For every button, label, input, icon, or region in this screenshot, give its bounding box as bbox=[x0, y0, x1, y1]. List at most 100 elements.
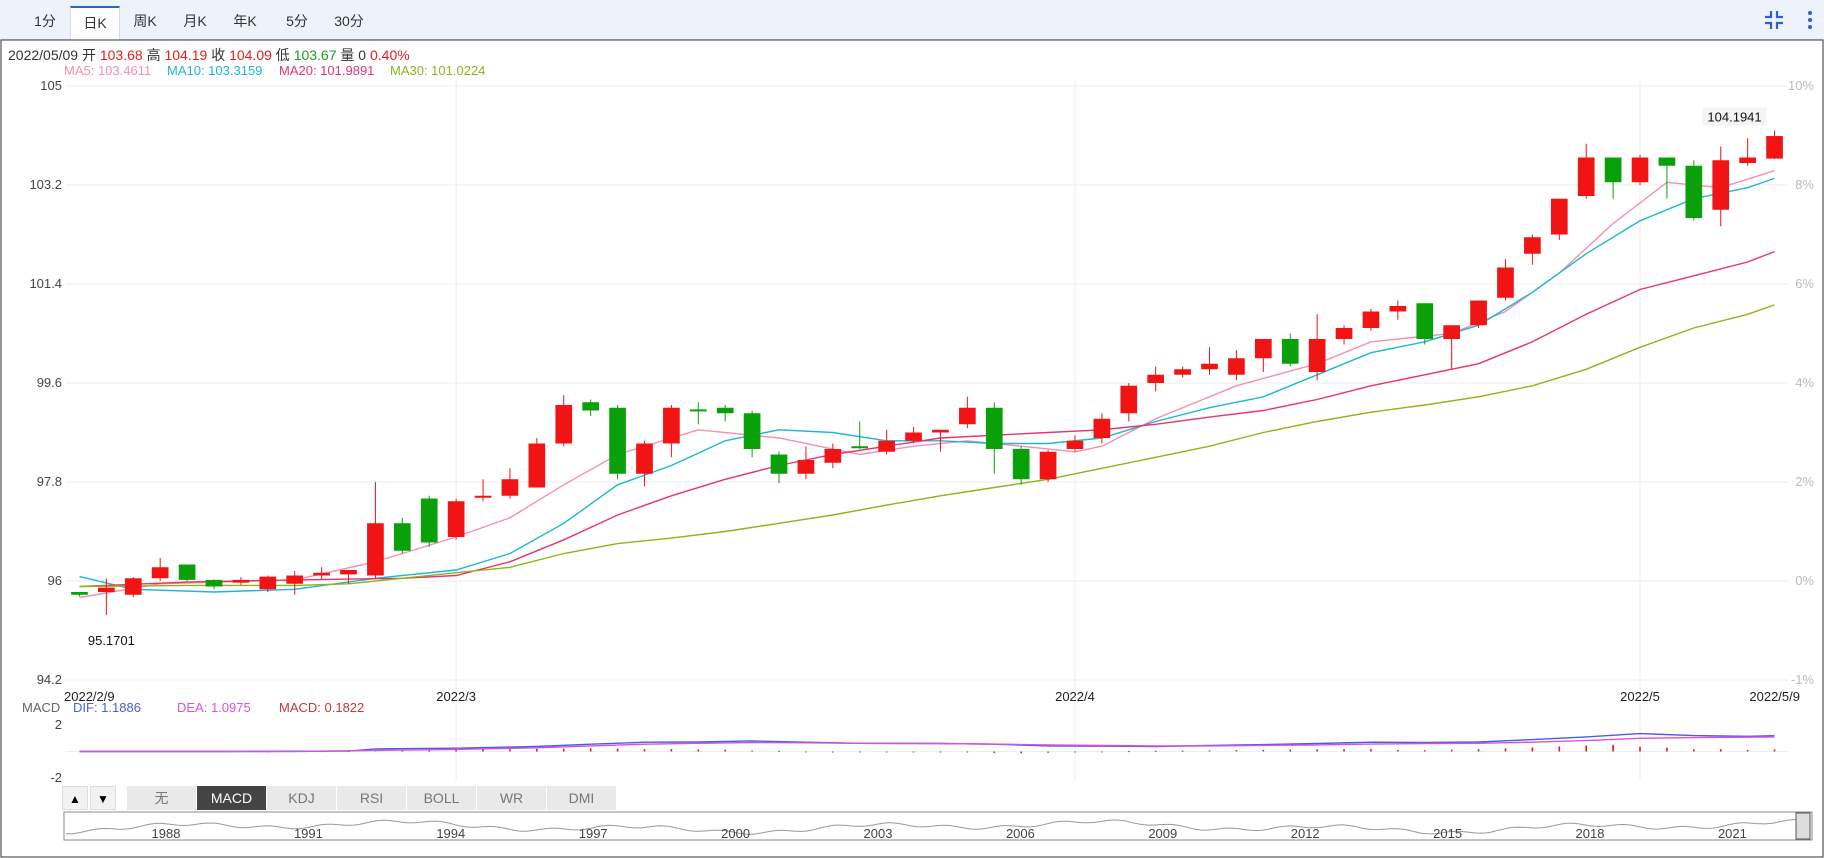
candle-body bbox=[232, 579, 250, 583]
more-vertical-icon[interactable] bbox=[1806, 10, 1814, 30]
indicator-tab-wr[interactable]: WR bbox=[477, 786, 547, 810]
candle bbox=[1604, 157, 1622, 199]
navigator-year-label: 2003 bbox=[864, 826, 893, 841]
navigator-handle[interactable] bbox=[1795, 812, 1811, 840]
candle bbox=[1766, 130, 1783, 160]
candle bbox=[259, 575, 277, 592]
candle bbox=[851, 421, 869, 449]
collapse-up-button[interactable]: ▲ bbox=[62, 786, 88, 810]
indicator-tab-none[interactable]: 无 bbox=[127, 786, 197, 810]
pct-tick-label: 4% bbox=[1795, 375, 1814, 390]
macd-hist-bar bbox=[401, 750, 404, 752]
candle-body bbox=[689, 409, 707, 412]
tab-1min[interactable]: 1分 bbox=[34, 13, 56, 29]
navigator-year-label: 2009 bbox=[1148, 826, 1177, 841]
macd-hist-bar bbox=[1343, 749, 1345, 752]
macd-hist-bar bbox=[455, 749, 457, 752]
indicator-tab-boll[interactable]: BOLL bbox=[407, 786, 477, 810]
candle bbox=[1335, 325, 1353, 345]
tab-5min[interactable]: 5分 bbox=[286, 13, 308, 29]
navigator-year-label: 2012 bbox=[1291, 826, 1320, 841]
candle-body bbox=[1739, 157, 1756, 163]
indicator-tab-dmi[interactable]: DMI bbox=[547, 786, 617, 810]
navigator-year-label: 2018 bbox=[1576, 826, 1605, 841]
macd-hist-bar bbox=[858, 751, 861, 753]
macd-hist-bar bbox=[1074, 751, 1076, 753]
candle bbox=[1658, 157, 1676, 199]
candle bbox=[232, 577, 250, 585]
ma20-label: MA20: 101.9891 bbox=[279, 63, 375, 78]
tab-30min[interactable]: 30分 bbox=[334, 13, 364, 29]
candle-body bbox=[205, 579, 223, 587]
candle bbox=[1497, 259, 1514, 301]
tab-monthly-k[interactable]: 月K bbox=[183, 13, 207, 29]
macd-hist-bar bbox=[428, 749, 431, 752]
candle-body bbox=[151, 567, 169, 579]
x-tick-label: 2022/3 bbox=[436, 689, 476, 704]
candle bbox=[1712, 146, 1730, 227]
ma5-line bbox=[79, 170, 1775, 599]
candle-body bbox=[1416, 303, 1434, 339]
macd-hist-bar bbox=[1289, 749, 1292, 752]
navigator-year-label: 1994 bbox=[436, 826, 465, 841]
pct-tick-label: 10% bbox=[1788, 78, 1814, 93]
indicator-tab-macd[interactable]: MACD bbox=[197, 786, 267, 810]
ma20-line bbox=[79, 250, 1775, 588]
candle bbox=[689, 402, 707, 425]
macd-hist-bar bbox=[1719, 749, 1722, 752]
candle-body bbox=[71, 592, 88, 595]
candle bbox=[420, 495, 438, 547]
candle-body bbox=[1685, 165, 1703, 218]
dea-line bbox=[79, 736, 1775, 753]
candle-body bbox=[340, 570, 357, 575]
candle-body bbox=[1389, 306, 1407, 312]
candle bbox=[501, 468, 519, 499]
candle bbox=[663, 405, 680, 458]
indicator-tab-rsi[interactable]: RSI bbox=[337, 786, 407, 810]
candle-body bbox=[1497, 267, 1514, 298]
macd-dea-label: DEA: 1.0975 bbox=[177, 700, 251, 715]
x-tick-label: 2022/5/9 bbox=[1749, 689, 1800, 704]
macd-hist-bar bbox=[1316, 749, 1318, 752]
candle bbox=[1228, 350, 1245, 381]
candle-body bbox=[1174, 369, 1191, 375]
macd-hist-bar bbox=[1693, 749, 1695, 752]
exit-fullscreen-icon[interactable] bbox=[1764, 10, 1784, 30]
candle bbox=[1362, 308, 1380, 331]
indicator-tab-kdj[interactable]: KDJ bbox=[267, 786, 337, 810]
low-value: 103.67 bbox=[293, 47, 337, 63]
candle-body bbox=[1039, 451, 1057, 480]
ohlc-info-row: 2022/05/09 开 103.68 高 104.19 收 104.09 低 … bbox=[8, 45, 410, 65]
macd-hist-bar bbox=[1450, 749, 1453, 752]
candle-body bbox=[1631, 157, 1649, 183]
candle-body bbox=[985, 407, 1003, 449]
navigator-year-label: 2006 bbox=[1006, 826, 1035, 841]
candle bbox=[1281, 333, 1299, 367]
macd-hist-bar bbox=[697, 749, 700, 752]
ma10-label: MA10: 103.3159 bbox=[167, 63, 263, 78]
macd-tick-label: -2 bbox=[50, 770, 62, 785]
macd-hist-bar bbox=[1558, 746, 1561, 752]
candle-body bbox=[1362, 311, 1380, 328]
tab-yearly-k[interactable]: 年K bbox=[233, 13, 257, 29]
macd-hist-bar bbox=[536, 748, 538, 752]
candle-body bbox=[743, 413, 761, 449]
candle-body bbox=[1308, 339, 1326, 372]
candle-body bbox=[905, 432, 922, 441]
candle-body bbox=[259, 576, 277, 590]
tab-weekly-k[interactable]: 周K bbox=[133, 13, 157, 29]
pct-tick-label: 6% bbox=[1795, 276, 1814, 291]
candle bbox=[1201, 347, 1218, 375]
expand-down-button[interactable]: ▼ bbox=[90, 786, 116, 810]
low-label: 低 bbox=[275, 47, 290, 63]
macd-title: MACD bbox=[22, 700, 61, 715]
candle bbox=[1254, 339, 1272, 372]
candle-body bbox=[367, 523, 384, 576]
macd-hist-bar bbox=[1127, 751, 1130, 753]
candle bbox=[1416, 303, 1434, 345]
macd-hist-bar bbox=[1746, 749, 1749, 752]
candle bbox=[1470, 300, 1487, 328]
candle-body bbox=[555, 405, 573, 444]
tab-daily-k[interactable]: 日K bbox=[70, 6, 120, 40]
